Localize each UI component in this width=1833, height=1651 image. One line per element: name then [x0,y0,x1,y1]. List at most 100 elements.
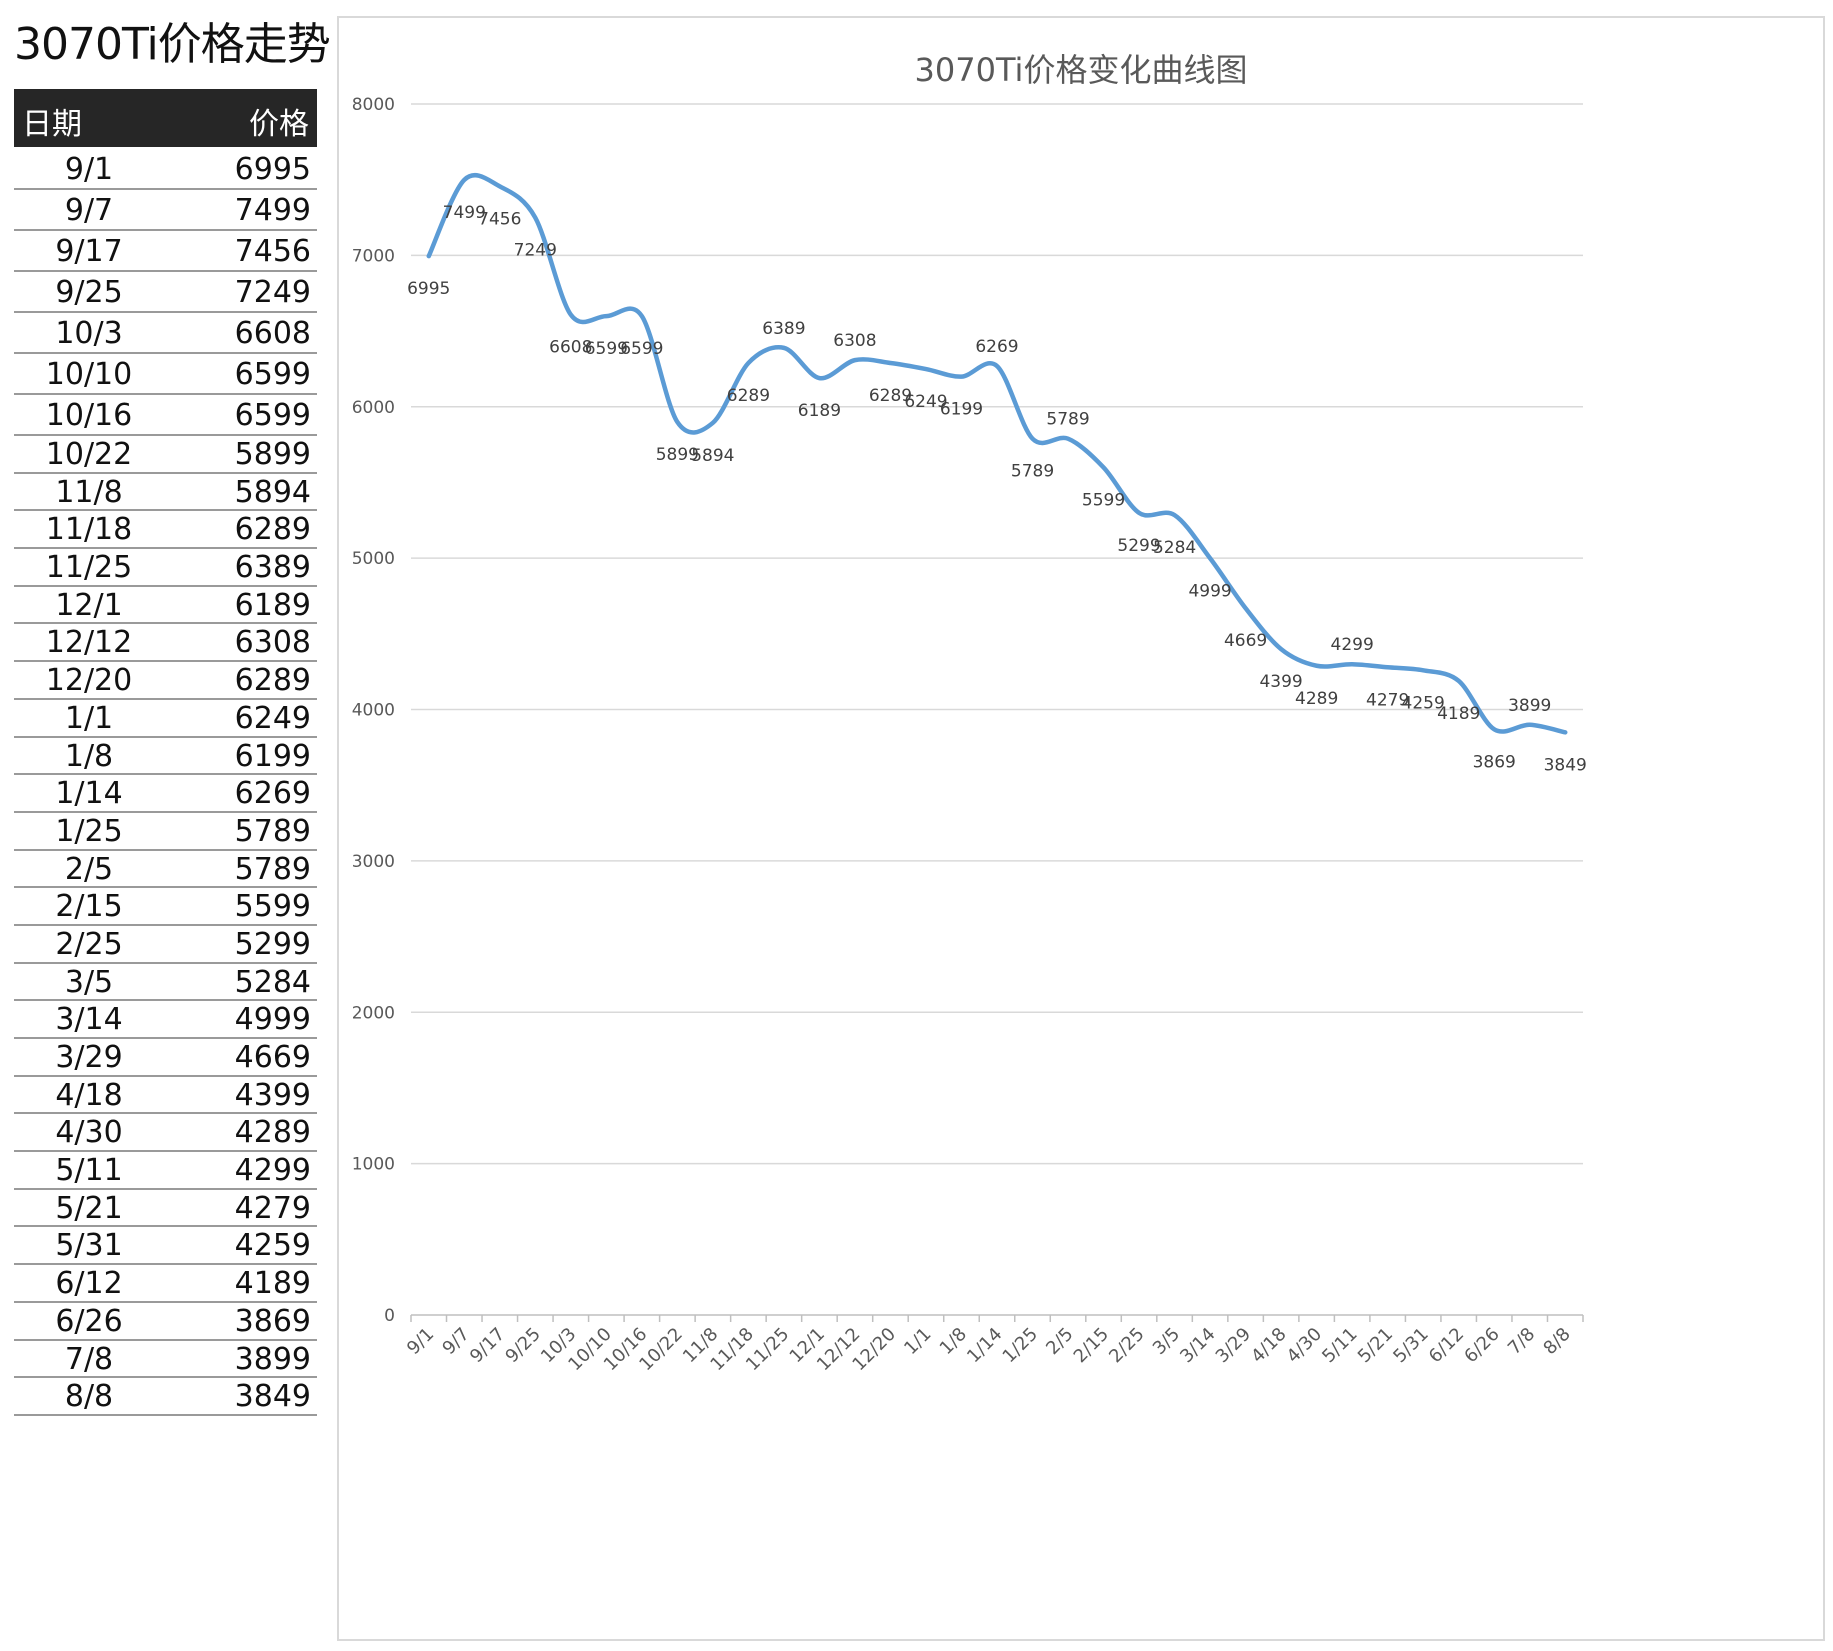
table-row: 10/3 6608 [14,313,317,354]
data-label: 6189 [798,401,841,421]
table-row: 1/8 6199 [14,738,317,776]
data-point [498,184,502,188]
row-date: 2/15 [55,889,123,925]
data-label: 6289 [727,386,770,406]
table-row: 4/18 4399 [14,1077,317,1115]
data-label: 5599 [1082,490,1125,510]
data-point [995,364,999,368]
data-point [1457,679,1461,683]
data-label: 6389 [762,319,805,339]
data-point [1492,727,1496,731]
row-price: 6599 [234,357,311,392]
y-tick-label: 2000 [352,1003,395,1023]
row-price: 3869 [234,1303,311,1339]
x-tick-label: 2/25 [1105,1324,1148,1367]
data-label: 4289 [1295,689,1338,709]
row-date: 10/10 [45,357,133,392]
table-row: 9/7 7499 [14,190,317,231]
row-price: 6289 [234,512,311,548]
row-price: 6199 [234,738,311,774]
row-date: 12/12 [45,625,133,661]
series-line [426,173,1568,735]
row-price: 6389 [234,550,311,586]
table-row: 3/14 4999 [14,1001,317,1039]
x-tick-label: 8/8 [1539,1324,1574,1359]
row-date: 9/7 [64,193,114,228]
table-header: 日期 价格 [14,89,317,147]
y-tick-label: 7000 [352,246,395,266]
x-tick-label: 2/15 [1070,1324,1113,1367]
x-tick-label: 7/8 [1504,1324,1539,1359]
row-price: 5894 [234,474,311,510]
row-date: 11/8 [55,474,123,510]
data-label: 6599 [620,339,663,359]
row-price: 4399 [234,1077,311,1113]
row-price: 3849 [234,1379,311,1415]
row-price: 4189 [234,1266,311,1302]
table-row: 7/8 3899 [14,1341,317,1379]
table-body: 9/1 6995 9/7 7499 9/17 7456 9/25 7249 10/3 6608 10… [14,149,317,1416]
data-point [746,361,750,365]
data-point [604,314,608,318]
table-row: 10/22 5899 [14,436,317,474]
data-point [427,254,431,258]
chart-panel: 3070Ti价格变化曲线图 0 1000 2000 3000 4000 5000 6000 7… [337,16,1825,1641]
data-label: 6995 [407,279,450,299]
data-point [1279,647,1283,651]
table-row: 1/1 6249 [14,700,317,738]
data-point [569,313,573,317]
row-date: 4/18 [55,1077,123,1113]
row-date: 5/11 [55,1153,123,1189]
page-title: 3070Ti价格走势 [14,19,331,70]
row-date: 3/5 [64,964,114,1000]
y-tick-label: 5000 [352,549,395,569]
data-label: 3869 [1473,752,1516,772]
table-row: 9/25 7249 [14,272,317,313]
data-point [888,361,892,365]
table-row: 4/30 4289 [14,1114,317,1153]
x-tick-label: 9/25 [501,1324,544,1367]
data-label: 3849 [1544,755,1587,775]
line-chart: 3070Ti价格变化曲线图 0 1000 2000 3000 4000 5000 6000 7… [352,51,1587,1375]
row-price: 4279 [234,1190,311,1226]
data-label: 6289 [869,386,912,406]
data-point [1066,437,1070,441]
data-point [1386,665,1390,669]
x-tick-label: 3/14 [1176,1324,1219,1367]
data-label: 5299 [1117,536,1160,556]
data-label: 4259 [1402,693,1445,713]
data-label: 5284 [1153,538,1196,558]
x-tick-label: 9/17 [466,1324,509,1367]
header-date: 日期 [22,107,82,142]
table-row: 8/8 3849 [14,1378,317,1416]
y-tick-label: 3000 [352,852,395,872]
data-point [1137,511,1141,515]
table-row: 3/5 5284 [14,964,317,1002]
row-price: 7249 [234,275,311,310]
table-row: 2/15 5599 [14,888,317,926]
data-point [462,178,466,182]
data-label: 7249 [514,241,557,261]
table-row: 2/5 5789 [14,851,317,889]
x-tick-label: 4/18 [1247,1324,1290,1367]
row-date: 3/14 [55,1002,123,1038]
table-row: 12/1 6189 [14,587,317,625]
table-row: 5/21 4279 [14,1190,317,1228]
row-price: 6308 [234,625,311,661]
table-row: 10/16 6599 [14,395,317,436]
data-point [1208,556,1212,560]
table-row: 11/25 6389 [14,549,317,587]
row-date: 3/29 [55,1040,123,1075]
data-point [1031,437,1035,441]
data-point [711,421,715,425]
row-price: 4259 [234,1228,311,1264]
data-label: 6599 [585,339,628,359]
row-date: 6/12 [55,1266,123,1302]
table-row: 6/12 4189 [14,1265,317,1303]
row-date: 9/1 [64,152,114,187]
row-price: 4299 [234,1153,311,1189]
y-tick-label: 6000 [352,398,395,418]
data-label: 4189 [1437,704,1480,724]
data-point [817,376,821,380]
data-point [1173,513,1177,517]
